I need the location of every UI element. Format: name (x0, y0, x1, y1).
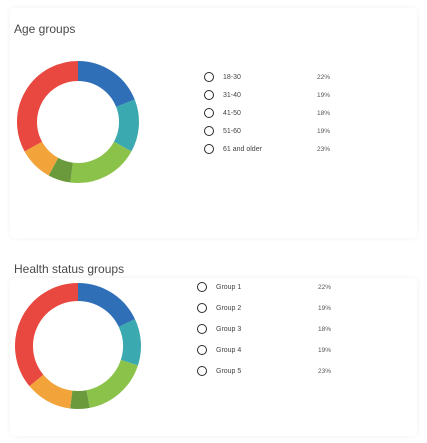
donut-segment-4 (70, 390, 90, 409)
legend-label: 51-60 (223, 127, 241, 135)
legend-item-31-40[interactable]: 31-40 19% (204, 87, 364, 103)
legend-label: 18-30 (223, 73, 241, 81)
legend-radio-icon[interactable] (197, 282, 207, 292)
legend-item-group-3[interactable]: Group 3 18% (197, 321, 367, 337)
legend-label: Group 5 (216, 367, 242, 375)
donut-segment-2 (118, 319, 141, 366)
legend-label: Group 4 (216, 346, 242, 354)
legend-label: 41-50 (223, 109, 241, 117)
legend-percentage: 19% (318, 304, 332, 312)
legend-percentage: 19% (318, 346, 332, 354)
age-groups-card (10, 8, 417, 238)
health-status-title: Health status groups (14, 262, 125, 276)
donut-segment-5 (29, 374, 73, 409)
donut-segment-2 (113, 99, 139, 152)
legend-radio-icon[interactable] (204, 144, 214, 154)
legend-item-61-and-older[interactable]: 61 and older 23% (204, 141, 364, 157)
legend-radio-icon[interactable] (197, 324, 207, 334)
legend-radio-icon[interactable] (204, 90, 214, 100)
legend-label: Group 2 (216, 304, 242, 312)
legend-item-18-30[interactable]: 18-30 22% (204, 69, 364, 85)
legend-percentage: 18% (318, 325, 332, 333)
legend-item-41-50[interactable]: 41-50 18% (204, 105, 364, 121)
legend-percentage: 22% (318, 283, 332, 291)
legend-percentage: 18% (317, 109, 331, 117)
legend-label: 61 and older (223, 145, 262, 153)
legend-item-group-5[interactable]: Group 5 23% (197, 363, 367, 379)
legend-item-group-1[interactable]: Group 1 22% (197, 279, 367, 295)
health-status-card (10, 278, 417, 436)
donut-segment-4 (48, 157, 74, 183)
legend-radio-icon[interactable] (204, 126, 214, 136)
legend-percentage: 19% (317, 91, 331, 99)
donut-segment-3 (86, 359, 138, 408)
legend-radio-icon[interactable] (204, 72, 214, 82)
legend-radio-icon[interactable] (204, 108, 214, 118)
donut-segment-6 (15, 283, 79, 387)
age-groups-title: Age groups (14, 22, 76, 36)
donut-segment-3 (70, 141, 132, 183)
donut-segment-1 (77, 283, 136, 328)
legend-percentage: 23% (318, 367, 332, 375)
legend-label: Group 3 (216, 325, 242, 333)
legend-item-51-60[interactable]: 51-60 19% (204, 123, 364, 139)
legend-percentage: 22% (317, 73, 331, 81)
legend-label: Group 1 (216, 283, 242, 291)
legend-percentage: 23% (317, 145, 331, 153)
age-groups-donut-chart (17, 61, 139, 183)
donut-segment-6 (17, 61, 79, 152)
legend-radio-icon[interactable] (197, 345, 207, 355)
legend-label: 31-40 (223, 91, 241, 99)
legend-item-group-4[interactable]: Group 4 19% (197, 342, 367, 358)
health-status-donut-chart (15, 283, 141, 409)
legend-item-group-2[interactable]: Group 2 19% (197, 300, 367, 316)
legend-radio-icon[interactable] (197, 303, 207, 313)
legend-radio-icon[interactable] (197, 366, 207, 376)
donut-segment-5 (24, 141, 59, 176)
donut-segment-1 (77, 61, 135, 108)
legend-percentage: 19% (317, 127, 331, 135)
